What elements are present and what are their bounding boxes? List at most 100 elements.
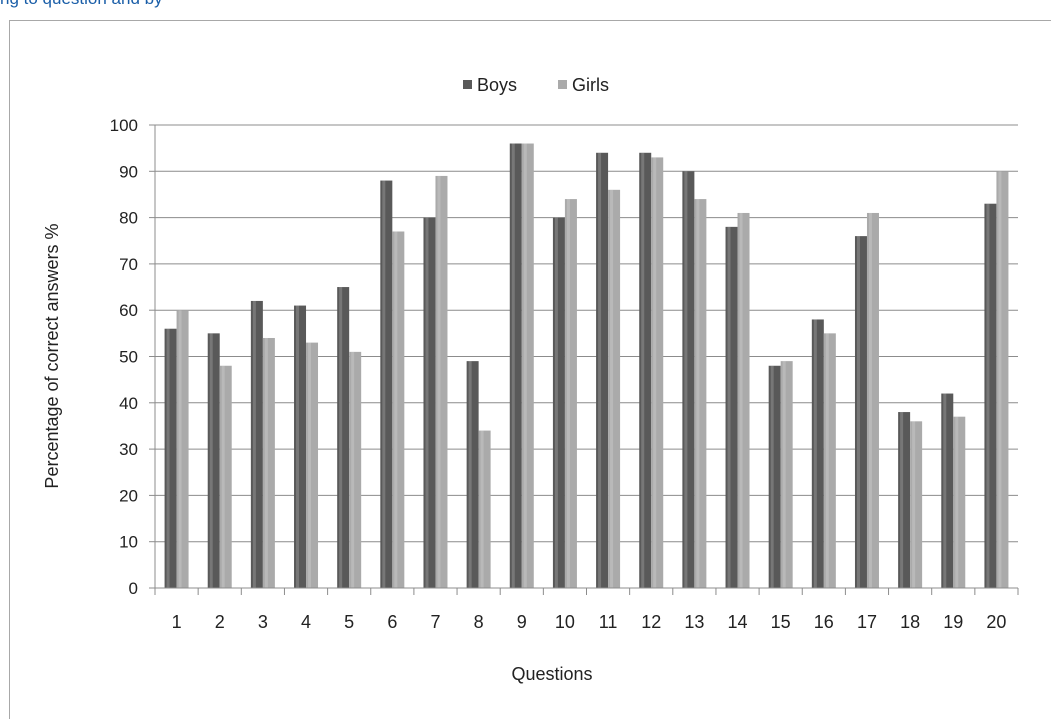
x-axis-label: Questions xyxy=(511,664,592,684)
bar-highlight xyxy=(684,171,688,589)
bar-highlight xyxy=(511,143,515,588)
bar-highlight xyxy=(339,287,343,588)
bar-highlight xyxy=(943,393,947,588)
bar-boys xyxy=(596,152,609,588)
bar-boys xyxy=(466,361,479,588)
bar-girls xyxy=(866,212,879,588)
bar-girls xyxy=(780,361,793,588)
x-tick-label: 19 xyxy=(943,612,963,632)
bar-girls xyxy=(953,416,966,588)
bar-boys xyxy=(164,328,177,588)
bar-highlight xyxy=(825,333,829,588)
bar-highlight xyxy=(598,152,602,588)
bar-boys xyxy=(898,412,911,588)
bar-highlight xyxy=(610,189,614,588)
bar-girls xyxy=(564,199,577,588)
y-tick-label: 40 xyxy=(119,394,138,413)
bar-highlight xyxy=(480,430,484,588)
x-tick-label: 18 xyxy=(900,612,920,632)
bar-highlight xyxy=(209,333,213,588)
bar-boys xyxy=(423,217,436,588)
y-tick-label: 20 xyxy=(119,486,138,505)
bar-highlight xyxy=(296,305,300,588)
bar-highlight xyxy=(264,337,268,588)
x-tick-label: 15 xyxy=(771,612,791,632)
x-tick-label: 20 xyxy=(986,612,1006,632)
x-tick-label: 10 xyxy=(555,612,575,632)
bar-boys xyxy=(380,180,393,588)
bar-highlight xyxy=(868,212,872,588)
bar-boys xyxy=(984,203,997,588)
x-tick-label: 7 xyxy=(430,612,440,632)
legend: Boys Girls xyxy=(463,75,609,95)
bar-girls xyxy=(306,342,319,588)
bar-highlight xyxy=(221,365,225,588)
y-tick-label: 10 xyxy=(119,533,138,552)
x-tick-label: 12 xyxy=(641,612,661,632)
legend-label-boys: Boys xyxy=(477,75,517,95)
bar-highlight xyxy=(382,180,386,588)
bar-highlight xyxy=(394,231,398,589)
bar-boys xyxy=(639,152,652,588)
y-tick-label: 100 xyxy=(110,116,138,135)
y-tick-label: 0 xyxy=(129,579,138,598)
x-tick-label: 3 xyxy=(258,612,268,632)
bar-highlight xyxy=(468,361,472,588)
bar-girls xyxy=(219,365,232,588)
y-tick-label: 80 xyxy=(119,209,138,228)
bar-highlight xyxy=(308,342,312,588)
bar-highlight xyxy=(856,236,860,588)
bar-boys xyxy=(337,287,350,588)
x-tick-label: 9 xyxy=(517,612,527,632)
bar-boys xyxy=(768,365,781,588)
bar-highlight xyxy=(986,203,990,588)
bar-girls xyxy=(608,189,621,588)
y-axis-label: Percentage of correct answers % xyxy=(42,223,62,488)
bar-highlight xyxy=(178,310,182,588)
bar-girls xyxy=(478,430,491,588)
x-tick-label: 6 xyxy=(387,612,397,632)
bar-boys xyxy=(811,319,824,588)
bar-girls xyxy=(349,351,362,588)
bar-girls xyxy=(737,212,750,588)
bar-highlight xyxy=(437,175,441,588)
bar-boys xyxy=(294,305,307,588)
bar-highlight xyxy=(653,157,657,588)
bar-highlight xyxy=(739,212,743,588)
bar-highlight xyxy=(351,351,355,588)
bar-boys xyxy=(250,300,263,588)
bars xyxy=(164,143,1009,589)
bar-boys xyxy=(941,393,954,588)
x-tick-label: 8 xyxy=(474,612,484,632)
bar-highlight xyxy=(166,328,170,588)
y-tick-label: 60 xyxy=(119,301,138,320)
bar-girls xyxy=(996,171,1009,589)
bar-girls xyxy=(694,199,707,588)
bar-boys xyxy=(509,143,522,588)
x-tick-label: 11 xyxy=(599,612,618,632)
x-tick-label: 14 xyxy=(728,612,748,632)
bar-boys xyxy=(854,236,867,588)
page-caption: ng to question and by xyxy=(0,0,163,9)
bar-boys xyxy=(207,333,220,588)
bar-highlight xyxy=(955,416,959,588)
bar-highlight xyxy=(813,319,817,588)
y-tick-label: 50 xyxy=(119,348,138,367)
x-tick-label: 1 xyxy=(172,612,182,632)
bar-girls xyxy=(823,333,836,588)
x-tick-label: 17 xyxy=(857,612,877,632)
bar-girls xyxy=(392,231,405,589)
bar-highlight xyxy=(696,199,700,588)
bar-highlight xyxy=(252,300,256,588)
bar-boys xyxy=(552,217,565,588)
bar-highlight xyxy=(523,143,527,588)
chart-frame xyxy=(9,20,1051,719)
x-tick-label: 13 xyxy=(684,612,704,632)
bar-girls xyxy=(910,421,923,588)
legend-swatch-boys xyxy=(463,80,472,89)
gridlines xyxy=(155,124,1018,543)
y-tick-label: 70 xyxy=(119,255,138,274)
y-tick-label: 90 xyxy=(119,162,138,181)
bar-boys xyxy=(725,226,738,589)
bar-girls xyxy=(176,310,189,588)
